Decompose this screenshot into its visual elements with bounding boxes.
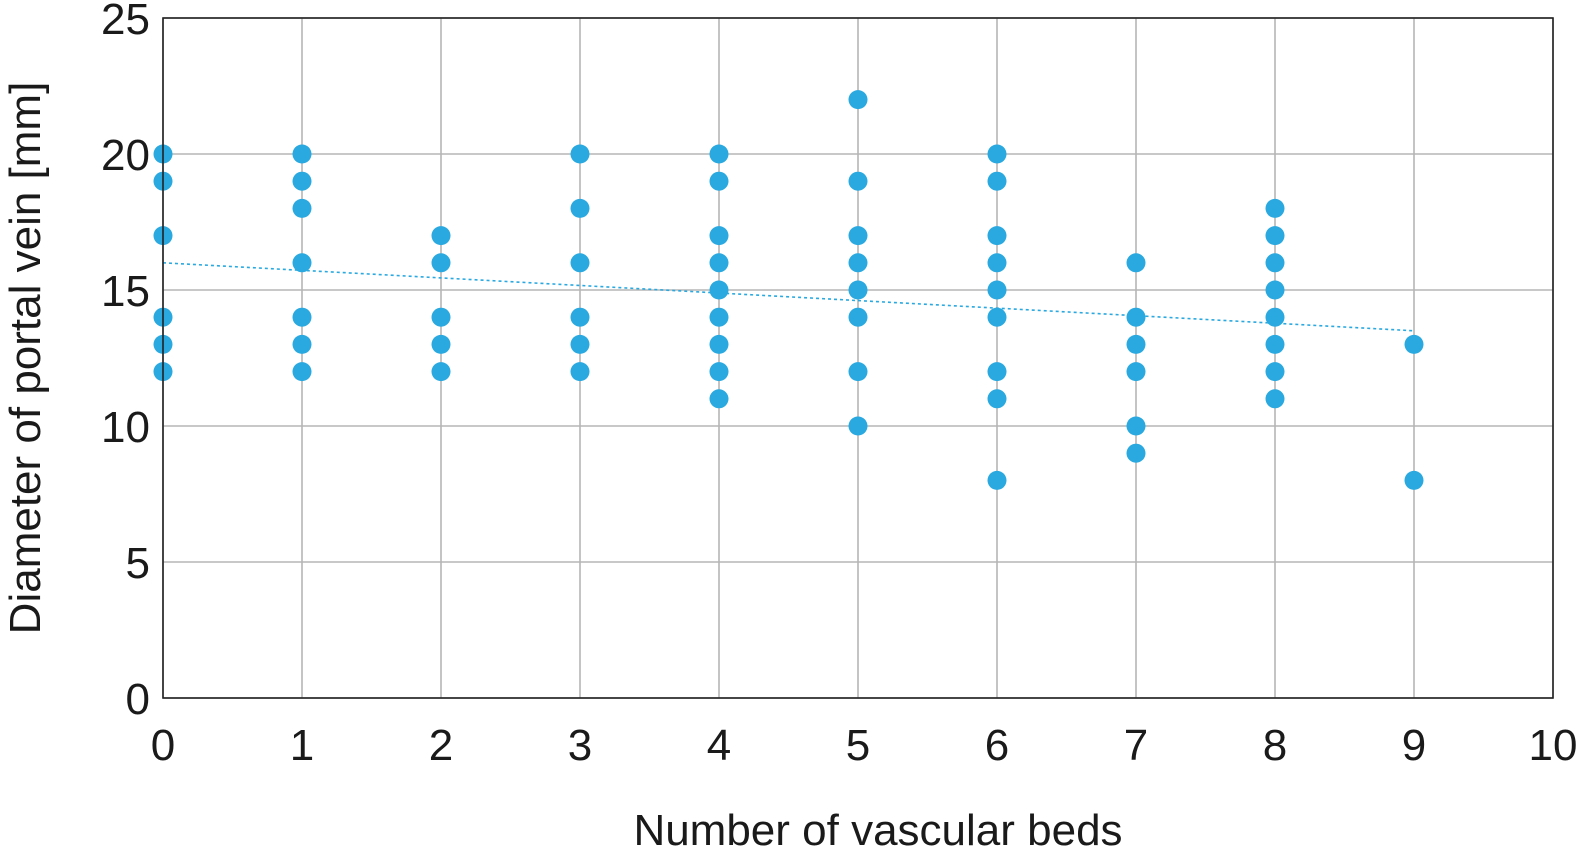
x-tick-label-10: 10 xyxy=(1529,721,1578,770)
y-tick-labels: 0 5 10 15 20 25 xyxy=(101,0,150,724)
data-point-15 xyxy=(431,307,451,327)
data-point-56 xyxy=(1265,198,1285,218)
data-point-11 xyxy=(292,334,312,354)
data-point-32 xyxy=(709,389,729,409)
data-point-63 xyxy=(1265,389,1285,409)
x-tick-label-7: 7 xyxy=(1124,721,1148,770)
trendline-layer xyxy=(162,262,1415,332)
trendline xyxy=(162,262,1415,332)
data-point-45 xyxy=(987,280,1007,300)
data-point-21 xyxy=(570,307,590,327)
data-point-52 xyxy=(1126,334,1146,354)
data-point-24 xyxy=(709,144,729,164)
data-point-46 xyxy=(987,307,1007,327)
data-point-8 xyxy=(292,198,312,218)
x-tick-label-6: 6 xyxy=(985,721,1009,770)
x-tick-label-1: 1 xyxy=(290,721,314,770)
data-point-47 xyxy=(987,362,1007,382)
x-tick-label-8: 8 xyxy=(1263,721,1287,770)
data-point-38 xyxy=(848,307,868,327)
data-point-55 xyxy=(1126,443,1146,463)
data-point-17 xyxy=(431,362,451,382)
x-tick-label-4: 4 xyxy=(707,721,731,770)
data-point-23 xyxy=(570,362,590,382)
data-point-18 xyxy=(570,144,590,164)
points-layer xyxy=(153,90,1424,490)
data-point-37 xyxy=(848,280,868,300)
data-point-9 xyxy=(292,253,312,273)
data-point-48 xyxy=(987,389,1007,409)
data-point-51 xyxy=(1126,307,1146,327)
data-point-64 xyxy=(1404,334,1424,354)
data-point-20 xyxy=(570,253,590,273)
data-point-19 xyxy=(570,198,590,218)
data-point-41 xyxy=(987,144,1007,164)
data-point-40 xyxy=(848,416,868,436)
y-tick-label-2: 10 xyxy=(101,403,150,452)
data-point-31 xyxy=(709,362,729,382)
data-point-30 xyxy=(709,334,729,354)
data-point-33 xyxy=(848,90,868,110)
x-tick-label-9: 9 xyxy=(1402,721,1426,770)
data-point-59 xyxy=(1265,280,1285,300)
y-tick-label-5: 25 xyxy=(101,0,150,44)
x-tick-label-3: 3 xyxy=(568,721,592,770)
data-point-49 xyxy=(987,470,1007,490)
data-point-25 xyxy=(709,171,729,191)
data-point-6 xyxy=(292,144,312,164)
data-point-39 xyxy=(848,362,868,382)
data-point-35 xyxy=(848,226,868,246)
y-tick-label-4: 20 xyxy=(101,131,150,180)
y-tick-label-3: 15 xyxy=(101,267,150,316)
data-point-26 xyxy=(709,226,729,246)
data-point-65 xyxy=(1404,470,1424,490)
y-tick-label-1: 5 xyxy=(126,539,150,588)
data-point-62 xyxy=(1265,362,1285,382)
x-tick-label-2: 2 xyxy=(429,721,453,770)
grid-layer xyxy=(162,17,1554,699)
data-point-34 xyxy=(848,171,868,191)
data-point-50 xyxy=(1126,253,1146,273)
data-point-16 xyxy=(431,334,451,354)
data-point-44 xyxy=(987,253,1007,273)
data-point-14 xyxy=(431,253,451,273)
data-point-13 xyxy=(431,226,451,246)
data-point-60 xyxy=(1265,307,1285,327)
data-point-29 xyxy=(709,307,729,327)
x-axis-title: Number of vascular beds xyxy=(633,806,1122,855)
data-point-22 xyxy=(570,334,590,354)
data-point-53 xyxy=(1126,362,1146,382)
data-point-7 xyxy=(292,171,312,191)
x-tick-label-5: 5 xyxy=(846,721,870,770)
data-point-61 xyxy=(1265,334,1285,354)
data-point-36 xyxy=(848,253,868,273)
data-point-57 xyxy=(1265,226,1285,246)
data-point-12 xyxy=(292,362,312,382)
data-point-58 xyxy=(1265,253,1285,273)
x-tick-labels: 0 1 2 3 4 5 6 7 8 9 10 xyxy=(151,721,1578,770)
y-tick-label-0: 0 xyxy=(126,675,150,724)
plot-frame xyxy=(162,17,1554,699)
y-axis-title: Diameter of portal vein [mm] xyxy=(1,82,50,635)
data-point-27 xyxy=(709,253,729,273)
data-point-42 xyxy=(987,171,1007,191)
data-point-54 xyxy=(1126,416,1146,436)
data-point-43 xyxy=(987,226,1007,246)
x-tick-label-0: 0 xyxy=(151,721,175,770)
data-point-28 xyxy=(709,280,729,300)
data-point-10 xyxy=(292,307,312,327)
